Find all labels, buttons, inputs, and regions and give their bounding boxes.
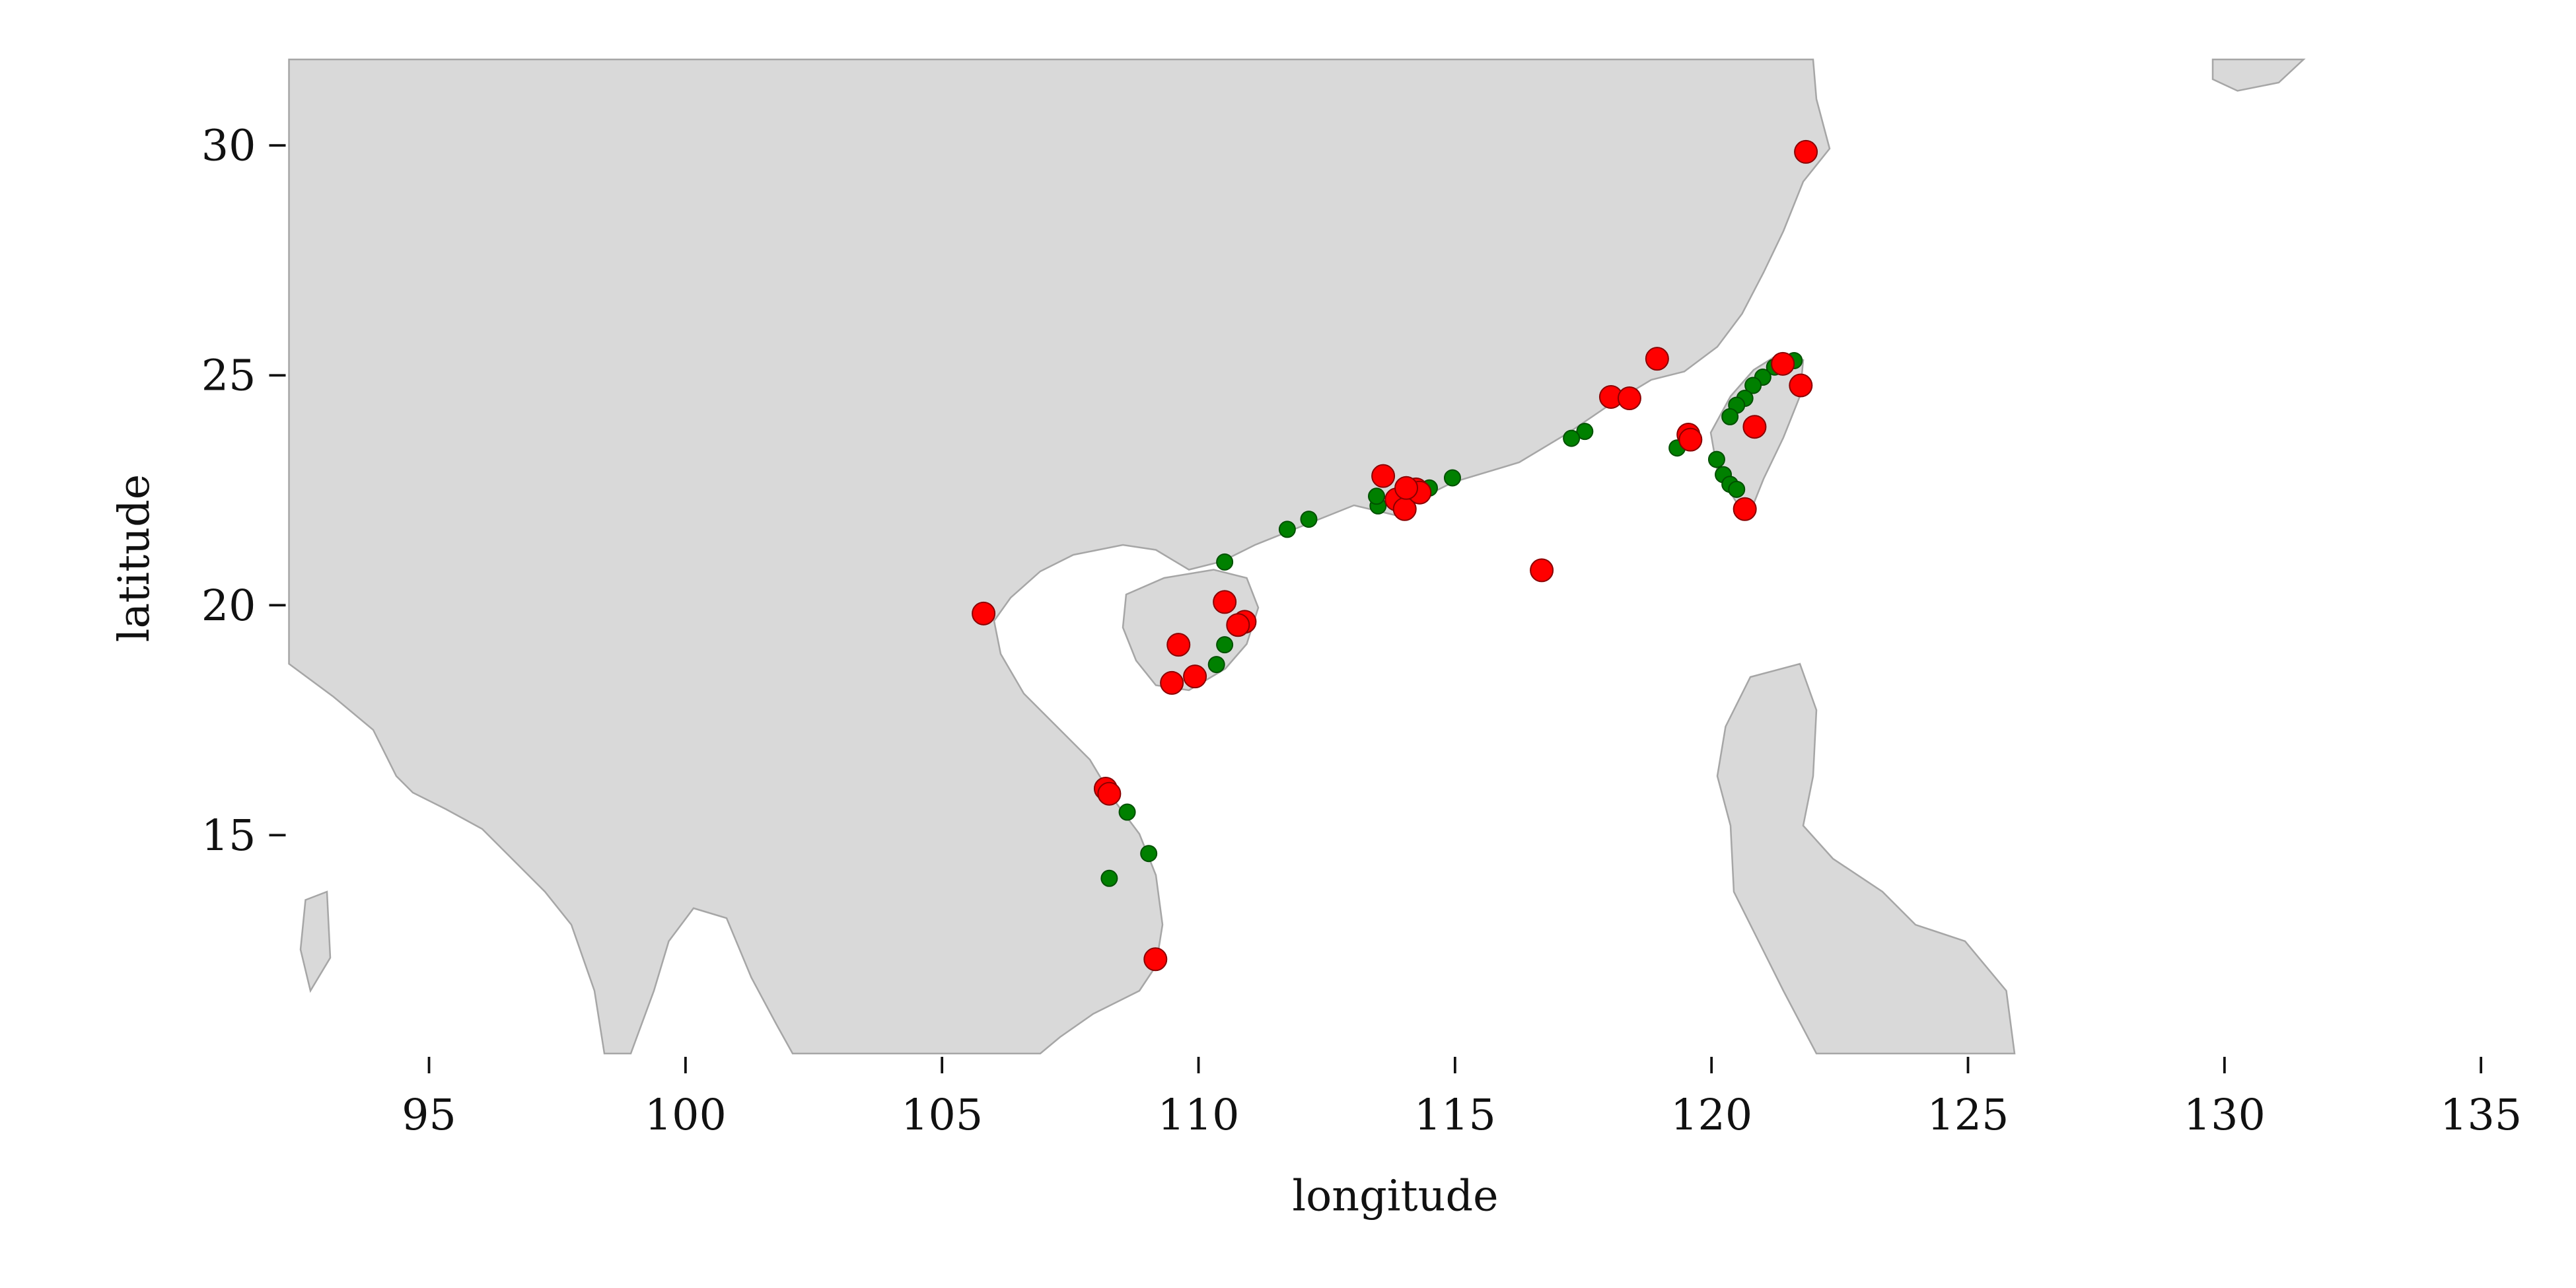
x-tick-label: 95 — [402, 1091, 456, 1140]
data-point — [972, 601, 996, 626]
x-tick-label: 110 — [1157, 1091, 1239, 1140]
x-tick-label: 115 — [1414, 1091, 1496, 1140]
data-point — [1213, 590, 1237, 614]
data-point — [1097, 781, 1122, 806]
y-tick-label: 15 — [201, 811, 256, 861]
mainland — [288, 58, 1831, 1055]
map-background — [288, 58, 2306, 1055]
x-tick-label: 135 — [2440, 1091, 2522, 1140]
y-tick-label: 20 — [201, 581, 256, 631]
data-point — [1645, 347, 1669, 371]
data-point — [1100, 869, 1118, 887]
data-point — [1160, 670, 1184, 695]
data-point — [1678, 427, 1703, 452]
x-tick-label: 125 — [1927, 1091, 2009, 1140]
x-tick-label: 100 — [645, 1091, 727, 1140]
data-point — [1742, 415, 1767, 439]
data-point — [1166, 633, 1191, 657]
data-point — [1118, 803, 1136, 821]
data-point — [1368, 487, 1386, 505]
data-point — [1143, 947, 1168, 972]
data-point — [1733, 497, 1757, 521]
japan-islands — [2211, 58, 2306, 92]
data-point — [1563, 429, 1581, 447]
data-point — [1744, 376, 1762, 394]
data-point — [1617, 386, 1641, 411]
y-axis-label: latitude — [110, 474, 159, 643]
data-point — [1443, 469, 1461, 487]
data-point — [1183, 664, 1207, 689]
data-point — [1394, 476, 1419, 500]
y-tick-label: 30 — [201, 122, 256, 171]
y-tick-label: 25 — [201, 351, 256, 401]
data-point — [1226, 613, 1250, 637]
data-point — [1530, 558, 1554, 583]
x-tick-label: 130 — [2184, 1091, 2266, 1140]
islands — [299, 890, 332, 993]
x-tick-label: 120 — [1670, 1091, 1752, 1140]
data-point — [1278, 520, 1296, 538]
data-point — [1140, 845, 1158, 863]
luzon — [1716, 662, 2016, 1055]
data-point — [1771, 351, 1795, 376]
data-point — [1721, 408, 1739, 425]
x-tick-label: 105 — [901, 1091, 983, 1140]
data-point — [1371, 464, 1396, 488]
data-point — [1789, 373, 1813, 398]
data-point — [1207, 656, 1225, 674]
data-point — [1728, 480, 1746, 498]
data-point — [1216, 636, 1234, 654]
data-point — [1707, 450, 1725, 468]
data-point — [1216, 553, 1234, 571]
data-point — [1794, 139, 1818, 164]
data-point — [1576, 423, 1594, 441]
x-axis-label: longitude — [1292, 1172, 1498, 1221]
data-point — [1300, 511, 1318, 528]
axes: 95 100 105 110 115 120 125 130 135 15 20 25 30 — [201, 122, 2522, 1140]
